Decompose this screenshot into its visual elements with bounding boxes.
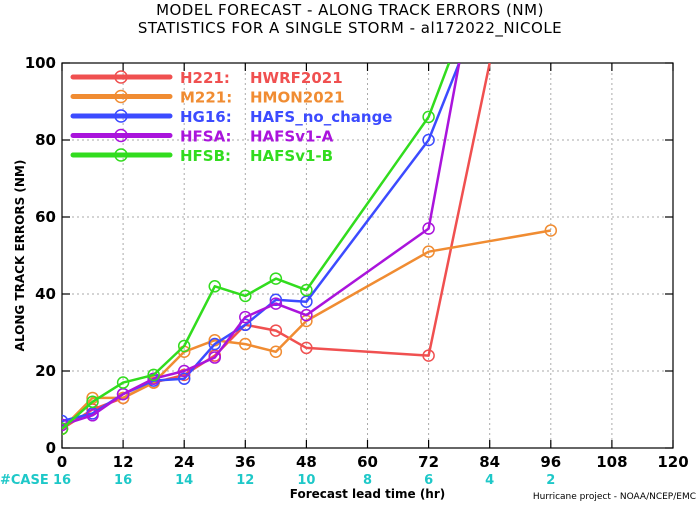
data-point [544, 224, 558, 237]
legend-code: HG16: [180, 108, 232, 126]
x-axis-label: Forecast lead time (hr) [290, 487, 446, 501]
legend-marker [114, 109, 128, 123]
series-line [62, 63, 461, 427]
series-hafsv1-a [62, 63, 461, 432]
data-point [177, 372, 191, 385]
case-count: 14 [175, 473, 193, 488]
legend-code: H221: [180, 69, 230, 87]
data-point [239, 289, 252, 303]
footer-credit: Hurricane project - NOAA/NCEP/EMC [532, 492, 696, 502]
x-tick-label: 36 [235, 453, 256, 471]
series-line [62, 229, 552, 430]
data-point [269, 297, 283, 310]
data-point [177, 364, 191, 378]
data-point [147, 368, 160, 382]
data-point [422, 110, 435, 124]
data-point [300, 308, 313, 322]
data-point [86, 409, 99, 422]
data-point [300, 341, 313, 355]
data-point [239, 337, 252, 351]
legend-name: HAFSv1-B [250, 147, 333, 165]
data-point [269, 345, 283, 358]
case-count: 6 [424, 473, 433, 488]
x-tick-label: 96 [540, 453, 561, 471]
legend-name: HMON2021 [250, 89, 345, 107]
case-count: 16 [53, 473, 71, 488]
x-tick-label: 60 [357, 453, 378, 471]
legend-name: HWRF2021 [250, 69, 343, 87]
case-count: 8 [363, 473, 372, 488]
x-tick-label: 84 [479, 453, 500, 471]
data-point [62, 422, 69, 435]
legend-marker [114, 128, 128, 143]
data-point [86, 395, 99, 409]
axis-ticks [61, 62, 674, 449]
data-point [422, 349, 435, 362]
case-count: 4 [485, 473, 494, 488]
data-point [422, 245, 435, 258]
data-point [239, 310, 252, 324]
data-point [116, 376, 130, 389]
series-line [62, 63, 451, 430]
chart-title-line-1: MODEL FORECAST - ALONG TRACK ERRORS (NM) [156, 1, 544, 19]
data-point [208, 337, 221, 351]
data-point [422, 222, 435, 235]
legend-marker [114, 89, 128, 104]
y-tick-label: 20 [35, 362, 56, 380]
x-tick-label: 48 [296, 453, 317, 471]
y-tick-label: 0 [46, 439, 56, 457]
case-count: 10 [297, 473, 315, 488]
x-tick-label: 72 [418, 453, 439, 471]
legend-marker [114, 70, 128, 84]
data-point [269, 272, 283, 285]
data-point [208, 351, 221, 364]
x-tick-label: 0 [57, 453, 67, 471]
legend-name: HAFS_no_change [250, 108, 392, 126]
y-axis-label: ALONG TRACK ERRORS (NM) [13, 160, 27, 352]
legend-code: HFSB: [180, 147, 231, 165]
data-point [269, 324, 283, 337]
y-tick-label: 40 [35, 285, 56, 303]
case-count: 2 [546, 473, 555, 488]
x-tick-label: 120 [657, 453, 688, 471]
case-count: 16 [114, 473, 132, 488]
y-tick-label: 60 [35, 208, 56, 226]
y-tick-label: 100 [25, 54, 56, 72]
data-point [177, 368, 191, 382]
case-count: 12 [236, 473, 254, 488]
data-point [62, 414, 69, 428]
data-point [422, 133, 435, 147]
data-point [177, 339, 191, 353]
chart-title-line-2: STATISTICS FOR A SINGLE STORM - al172022… [137, 19, 563, 37]
legend-code: M221: [180, 89, 232, 107]
x-tick-label: 12 [113, 453, 134, 471]
plot-area [62, 63, 558, 435]
data-point [269, 293, 283, 307]
x-tick-label: 108 [596, 453, 627, 471]
legend: H221: HWRF2021 M221: HMON2021 HG16: HAFS_no_c… [70, 69, 392, 165]
case-label: #CASE [0, 473, 49, 488]
legend-name: HAFSv1-A [250, 128, 334, 146]
x-tick-label: 24 [174, 453, 195, 471]
legend-marker [114, 148, 128, 162]
y-tick-label: 80 [35, 131, 56, 149]
series-hafsv1-b [62, 63, 451, 435]
legend-code: HFSA: [180, 128, 232, 146]
data-point [208, 280, 221, 293]
data-point [300, 283, 313, 297]
